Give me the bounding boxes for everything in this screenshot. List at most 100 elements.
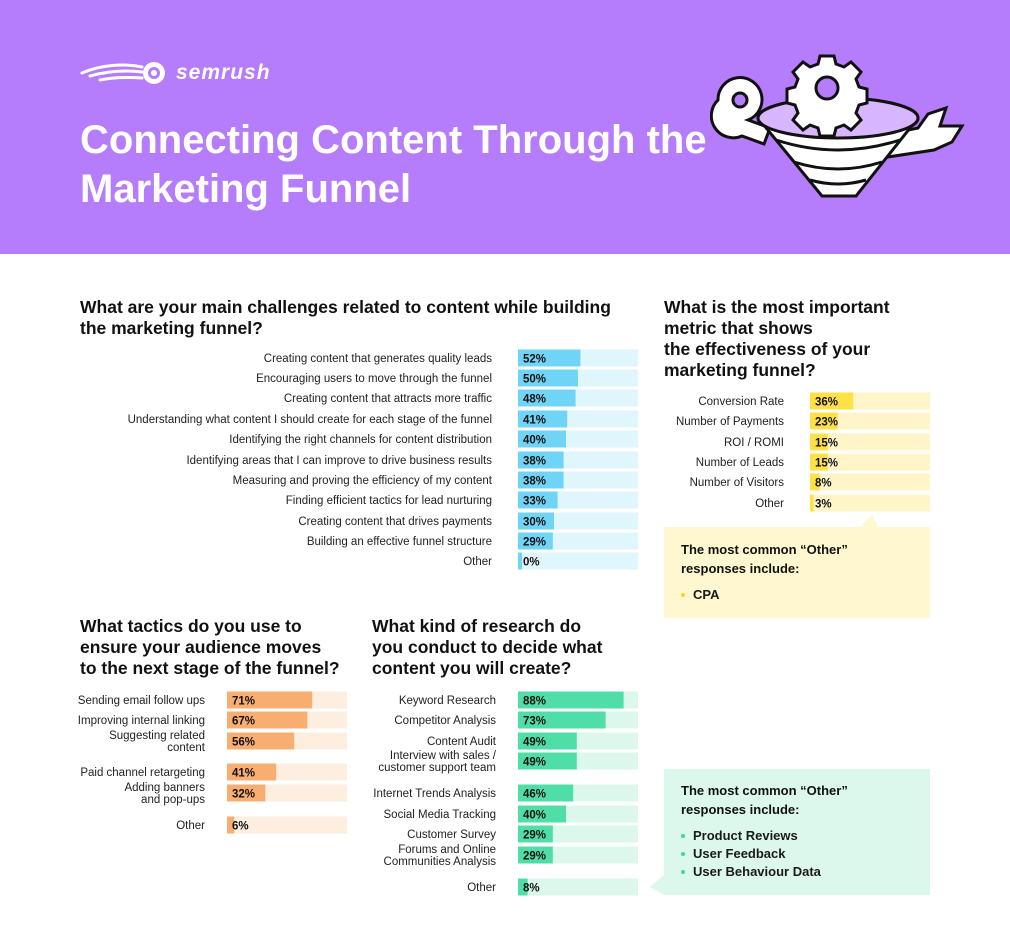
bar <box>227 816 235 834</box>
bar-track <box>810 412 930 430</box>
bar <box>227 763 277 781</box>
bar <box>518 410 568 428</box>
bar <box>227 784 266 802</box>
bar-track <box>518 878 638 896</box>
data-label: 41% <box>232 768 255 780</box>
data-label: 38% <box>523 476 546 488</box>
list-item: User Feedback <box>681 845 821 863</box>
data-label: 29% <box>523 830 546 842</box>
bar-track <box>810 473 930 491</box>
bar-track <box>810 453 930 471</box>
data-label: 48% <box>523 394 546 406</box>
data-label: 8% <box>815 478 832 490</box>
bar <box>227 732 295 750</box>
bar <box>810 412 838 430</box>
data-label: 33% <box>523 496 546 508</box>
callout-title: The most common “Other” responses include… <box>681 783 848 817</box>
data-label: 40% <box>523 810 546 822</box>
bar <box>810 433 828 451</box>
bar <box>227 711 308 729</box>
list-item: User Behaviour Data <box>681 863 821 881</box>
category-label: Number of Visitors <box>690 477 785 489</box>
bar <box>518 825 553 843</box>
q3-title: What tactics do you use to ensure your au… <box>80 616 340 678</box>
semrush-fireball-icon <box>80 62 165 84</box>
bar <box>810 473 820 491</box>
category-label: Paid channel retargeting <box>80 767 205 779</box>
data-label: 6% <box>232 821 249 833</box>
bar <box>227 691 313 709</box>
header-banner: semrush Connecting Content Through the M… <box>0 0 1010 254</box>
bar <box>518 691 624 709</box>
q2-other-callout: The most common “Other” responses include… <box>664 515 930 618</box>
category-label: and pop-ups <box>141 794 205 806</box>
category-label: Adding banners <box>124 782 205 794</box>
bar-track <box>518 552 638 570</box>
callout-list: Product Reviews User Feedback User Behav… <box>681 827 821 881</box>
category-label: Other <box>755 498 784 510</box>
bar-track <box>227 816 347 834</box>
bar <box>518 349 581 367</box>
category-label: Improving internal linking <box>78 715 205 727</box>
category-label: Finding efficient tactics for lead nurtu… <box>286 495 492 507</box>
category-label: content <box>167 742 206 754</box>
bar <box>518 784 574 802</box>
category-label: Other <box>467 882 496 894</box>
data-label: 15% <box>815 458 838 470</box>
data-label: 52% <box>523 354 546 366</box>
bar <box>518 512 554 530</box>
bar <box>518 532 553 550</box>
bar-track <box>810 433 930 451</box>
bar <box>518 491 558 509</box>
data-label: 67% <box>232 716 255 728</box>
data-label: 8% <box>523 883 540 895</box>
data-label: 71% <box>232 696 255 708</box>
callout-box-green <box>650 769 930 895</box>
data-label: 0% <box>523 557 540 569</box>
category-label: Interview with sales / <box>390 750 497 762</box>
data-label: 40% <box>523 435 546 447</box>
category-label: Keyword Research <box>399 695 496 707</box>
data-label: 46% <box>523 789 546 801</box>
category-label: Number of Leads <box>696 457 784 469</box>
category-label: Encouraging users to move through the fu… <box>256 373 492 385</box>
bullet-icon <box>681 870 685 874</box>
semrush-logo[interactable]: semrush <box>80 58 271 88</box>
bar <box>518 732 577 750</box>
bar-track <box>810 494 930 512</box>
category-label: Other <box>463 556 492 568</box>
bar <box>518 552 522 570</box>
bar <box>810 392 854 410</box>
data-label: 29% <box>523 537 546 549</box>
category-label: Creating content that drives payments <box>298 516 492 528</box>
bar <box>518 752 577 770</box>
data-label: 29% <box>523 851 546 863</box>
bullet-icon <box>681 834 685 838</box>
bar <box>518 369 578 387</box>
bar <box>518 430 566 448</box>
data-label: 49% <box>523 757 546 769</box>
category-label: customer support team <box>378 762 496 774</box>
callout-title: The most common “Other” responses include… <box>681 542 848 576</box>
q4-other-callout: The most common “Other” responses include… <box>650 769 930 895</box>
q1-title: What are your main challenges related to… <box>80 297 611 338</box>
category-label: Communities Analysis <box>384 856 497 868</box>
data-label: 3% <box>815 499 832 511</box>
category-label: Conversion Rate <box>698 396 784 408</box>
category-label: Sending email follow ups <box>78 695 205 707</box>
data-label: 41% <box>523 415 546 427</box>
bar <box>518 846 553 864</box>
category-label: Building an effective funnel structure <box>307 536 492 548</box>
category-label: Understanding what content I should crea… <box>128 414 492 426</box>
category-label: ROI / ROMI <box>724 437 784 449</box>
bar <box>518 389 576 407</box>
category-label: Identifying areas that I can improve to … <box>186 455 492 467</box>
data-label: 50% <box>523 374 546 386</box>
bar <box>518 805 566 823</box>
bullet-icon <box>681 852 685 856</box>
bullet-icon <box>681 593 685 597</box>
category-label: Creating content that attracts more traf… <box>284 393 492 405</box>
category-label: Suggesting related <box>109 730 205 742</box>
category-label: Internet Trends Analysis <box>373 788 496 800</box>
data-label: 36% <box>815 397 838 409</box>
